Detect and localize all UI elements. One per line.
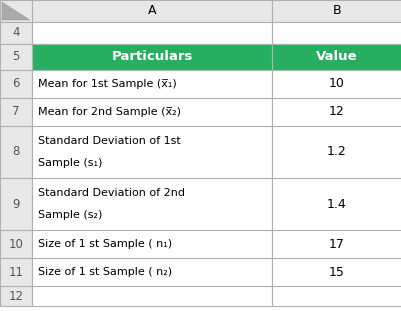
Bar — [271, 230, 401, 258]
Text: 9: 9 — [12, 197, 20, 211]
Bar — [0, 230, 32, 258]
Text: 8: 8 — [12, 146, 20, 159]
Bar — [0, 258, 32, 286]
Text: 11: 11 — [8, 266, 23, 278]
Text: A: A — [148, 4, 156, 17]
Bar — [271, 22, 401, 44]
Bar — [271, 286, 401, 306]
Bar — [271, 178, 401, 230]
Bar — [32, 126, 271, 178]
Bar — [32, 44, 271, 70]
Bar — [0, 286, 32, 306]
Bar — [32, 70, 271, 98]
Text: Standard Deviation of 1st: Standard Deviation of 1st — [38, 136, 180, 146]
Text: 17: 17 — [328, 238, 344, 250]
Bar — [32, 230, 271, 258]
Text: Size of 1 st Sample ( n₂): Size of 1 st Sample ( n₂) — [38, 267, 172, 277]
Bar — [0, 98, 32, 126]
Bar — [271, 70, 401, 98]
Text: 12: 12 — [328, 105, 344, 118]
Bar — [32, 0, 271, 22]
Bar — [271, 258, 401, 286]
Bar — [32, 22, 271, 44]
Text: 10: 10 — [8, 238, 23, 250]
Text: 15: 15 — [328, 266, 344, 278]
Bar — [0, 70, 32, 98]
Text: 5: 5 — [12, 50, 20, 63]
Bar — [0, 126, 32, 178]
Text: 6: 6 — [12, 77, 20, 91]
Text: 1.4: 1.4 — [326, 197, 346, 211]
Bar — [271, 126, 401, 178]
Bar — [0, 0, 32, 22]
Text: 12: 12 — [8, 290, 23, 303]
Text: 7: 7 — [12, 105, 20, 118]
Text: 4: 4 — [12, 26, 20, 39]
Text: B: B — [332, 4, 340, 17]
Bar — [32, 258, 271, 286]
Text: Sample (s₂): Sample (s₂) — [38, 211, 102, 220]
Bar — [271, 44, 401, 70]
Text: Mean for 2nd Sample (x̅₂): Mean for 2nd Sample (x̅₂) — [38, 107, 180, 117]
Bar — [0, 22, 32, 44]
Text: Size of 1 st Sample ( n₁): Size of 1 st Sample ( n₁) — [38, 239, 172, 249]
Text: Mean for 1st Sample (x̅₁): Mean for 1st Sample (x̅₁) — [38, 79, 176, 89]
Text: 10: 10 — [328, 77, 344, 91]
Bar — [32, 286, 271, 306]
Bar — [271, 98, 401, 126]
Bar — [0, 44, 32, 70]
Text: Sample (s₁): Sample (s₁) — [38, 158, 102, 169]
Bar — [32, 98, 271, 126]
Text: Standard Deviation of 2nd: Standard Deviation of 2nd — [38, 188, 184, 197]
Bar — [32, 178, 271, 230]
Text: Value: Value — [316, 50, 357, 63]
Text: Particulars: Particulars — [111, 50, 192, 63]
Bar — [271, 0, 401, 22]
Polygon shape — [2, 2, 30, 20]
Text: 1.2: 1.2 — [326, 146, 346, 159]
Bar — [0, 178, 32, 230]
